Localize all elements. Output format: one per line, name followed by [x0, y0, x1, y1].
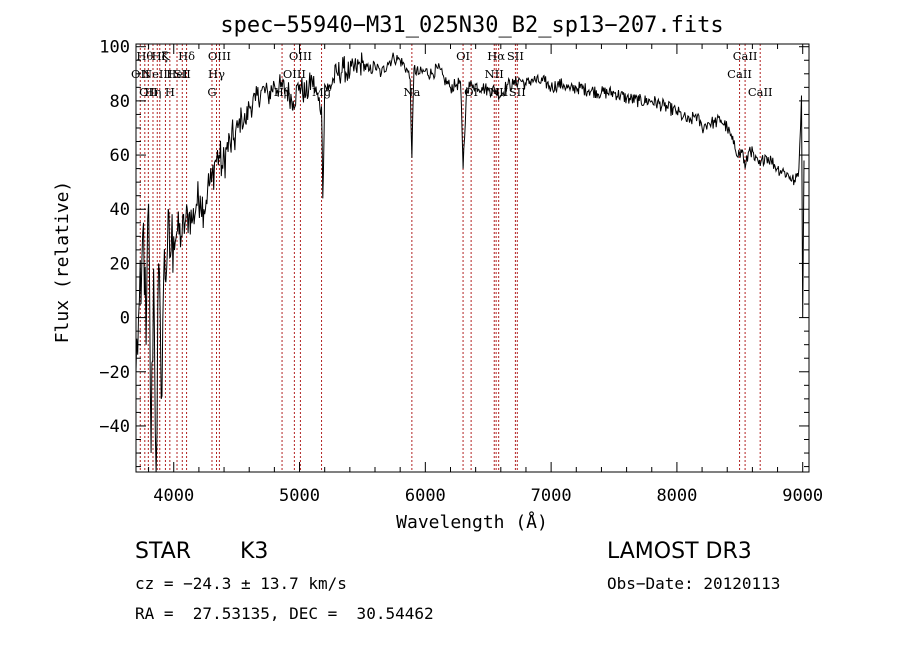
- object-class: STAR: [135, 539, 192, 564]
- y-tick-label: 40: [110, 200, 130, 220]
- x-tick-label: 8000: [656, 486, 697, 506]
- y-tick-label: −20: [99, 363, 130, 383]
- line-label-5: Hζ: [152, 49, 168, 63]
- sky-coordinates: RA = 27.53135, DEC = 30.54462: [135, 604, 434, 623]
- x-axis-label: Wavelength (Å): [396, 511, 548, 533]
- spectrum-series: [135, 52, 805, 473]
- x-tick-label: 9000: [782, 486, 823, 506]
- line-label-7: H: [165, 85, 175, 99]
- line-label-3: Hη: [145, 85, 162, 99]
- y-axis-label: Flux (relative): [52, 181, 73, 344]
- line-label-21: NII: [485, 67, 504, 81]
- y-tick-label: 80: [110, 92, 130, 112]
- line-label-9: SII: [174, 67, 191, 81]
- line-label-13: OIII: [208, 49, 231, 63]
- line-markers: [139, 44, 761, 472]
- line-label-24: SII: [507, 49, 524, 63]
- y-axis-ticks: −40 −20 0 20 40 60 80 100: [99, 38, 809, 468]
- line-label-10: Hδ: [178, 49, 195, 63]
- y-tick-label: 20: [110, 254, 130, 274]
- y-tick-label: 100: [99, 38, 130, 58]
- line-label-26: CaII: [727, 67, 752, 81]
- observation-date: Obs−Date: 20120113: [607, 574, 781, 593]
- line-label-15: OIII: [283, 67, 306, 81]
- plot-frame: [135, 43, 810, 473]
- x-tick-label: 4000: [153, 486, 194, 506]
- line-label-27: CaII: [733, 49, 758, 63]
- line-label-12: Hγ: [208, 67, 225, 81]
- redshift-velocity: cz = −24.3 ± 13.7 km/s: [135, 574, 347, 593]
- x-axis-ticks: 4000 5000 6000 7000 8000 9000: [148, 44, 823, 506]
- chart-title: spec−55940−M31_025N30_B2_sp13−207.fits: [220, 13, 723, 38]
- survey-name: LAMOST DR3: [607, 539, 752, 564]
- line-label-18: Na: [403, 85, 420, 99]
- x-tick-label: 6000: [405, 486, 446, 506]
- x-tick-label: 5000: [279, 486, 320, 506]
- y-tick-label: 0: [120, 309, 130, 329]
- line-label-4: NeIII: [142, 67, 173, 81]
- line-label-22: Hα: [487, 49, 505, 63]
- line-label-1: Hθ: [136, 49, 153, 63]
- y-tick-label: −40: [99, 417, 130, 437]
- line-label-11: G: [207, 85, 216, 99]
- line-label-16: OIII: [289, 49, 312, 63]
- line-label-6: K: [161, 49, 170, 63]
- y-tick-label: 60: [110, 146, 130, 166]
- line-label-8: HeI: [166, 67, 187, 81]
- line-label-19: OI: [456, 49, 470, 63]
- line-label-28: CaII: [748, 85, 773, 99]
- object-subclass: K3: [240, 539, 269, 564]
- line-label-2: OII: [139, 85, 158, 99]
- line-label-25: SII: [509, 85, 526, 99]
- x-tick-label: 7000: [531, 486, 572, 506]
